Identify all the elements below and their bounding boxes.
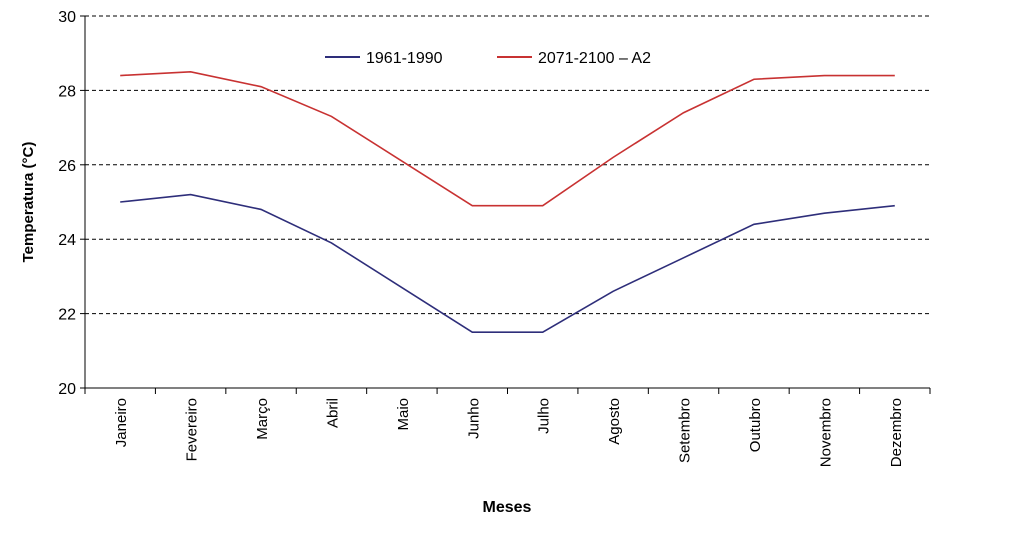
x-tick-label: Julho [536, 398, 553, 434]
x-tick-label: Fevereiro [184, 398, 201, 461]
x-tick-label: Janeiro [113, 398, 130, 447]
series-lines [120, 70, 895, 334]
x-tick-label: Agosto [606, 398, 623, 445]
y-tick-label: 22 [58, 307, 76, 324]
y-tick-label: 26 [58, 158, 76, 175]
x-tick-label: Março [254, 398, 271, 440]
legend: 1961-1990 2071-2100 – A2 [325, 50, 651, 67]
x-tick-label: Outubro [747, 398, 764, 452]
x-tick-label: Junho [465, 398, 482, 439]
series-line-1 [120, 70, 895, 207]
x-tick-label: Abril [324, 398, 341, 428]
series-line-0 [120, 193, 895, 334]
legend-label: 2071-2100 – A2 [538, 50, 651, 67]
x-tick-label: Novembro [817, 398, 834, 467]
y-tick-label: 28 [58, 83, 76, 100]
x-axis-label: Meses [483, 499, 532, 516]
y-tick-label: 20 [58, 381, 76, 398]
legend-label: 1961-1990 [366, 50, 443, 67]
y-axis-label: Temperatura (°C) [20, 142, 37, 263]
x-tick-label: Maio [395, 398, 412, 431]
y-tick-label: 30 [58, 9, 76, 26]
x-tick-label: Setembro [677, 398, 694, 463]
x-tick-label: Dezembro [888, 398, 905, 467]
y-tick-label: 24 [58, 232, 76, 249]
gridlines [85, 15, 930, 315]
axes: 20 22 24 26 28 30 Janeiro Fevereiro Março Abril Ma… [58, 9, 931, 467]
